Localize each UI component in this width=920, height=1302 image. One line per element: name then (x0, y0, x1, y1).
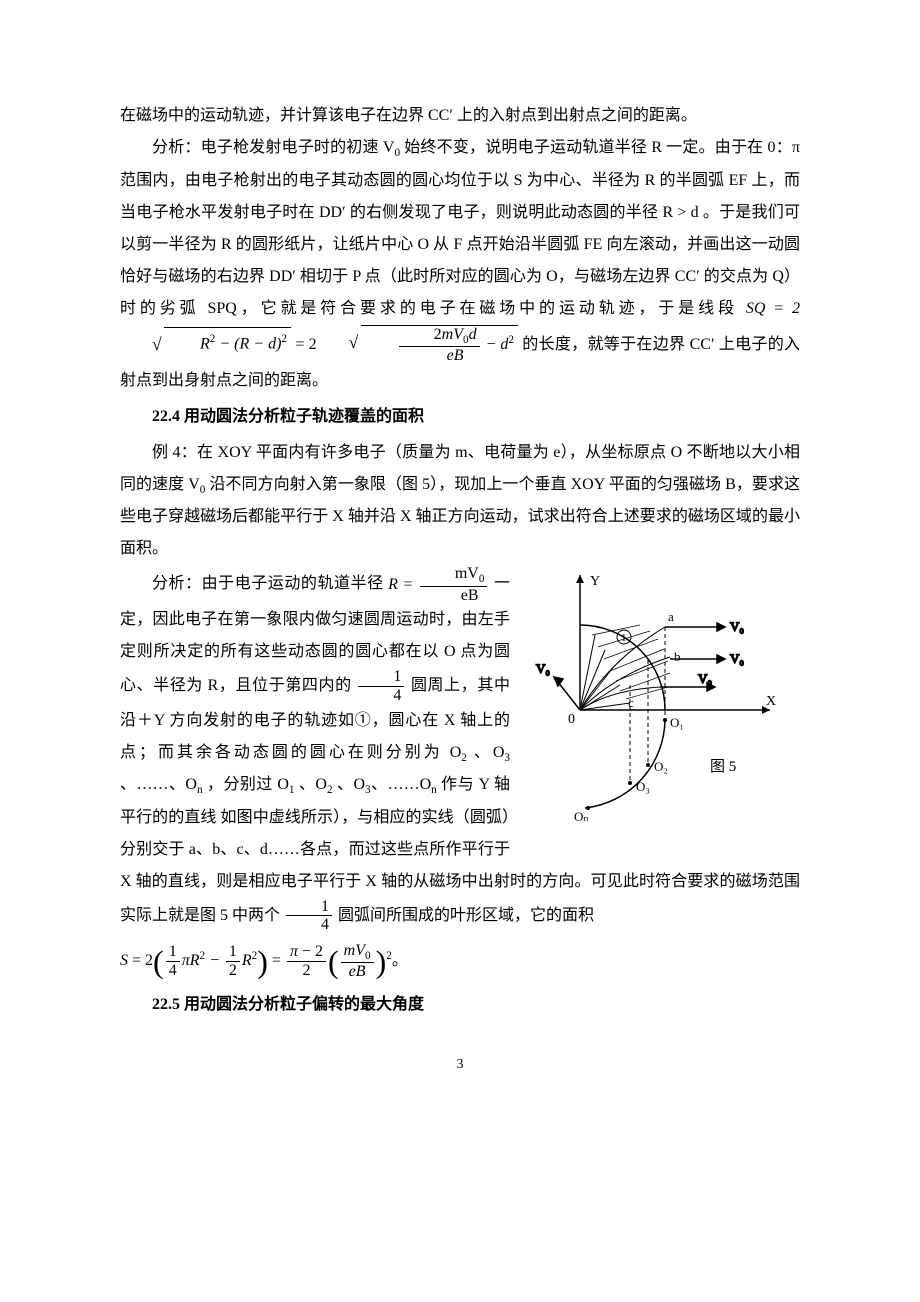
p4-d: 、O (467, 744, 505, 761)
p2-text-b: 始终不变，说明电子运动轨道半径 R 一定。由于在 0：π 范围内，由电子枪射出的… (120, 139, 800, 317)
svg-text:O₃: O₃ (636, 779, 650, 794)
page-number: 3 (120, 1051, 800, 1079)
formula-R: R = mV0eB (388, 576, 489, 593)
p4-f: ，分别过 O (203, 776, 289, 793)
svg-text:V₀: V₀ (698, 671, 712, 686)
svg-text:O₂: O₂ (654, 759, 668, 774)
p4-a: 分析：由于电子运动的轨道半径 (152, 576, 388, 593)
p4-h: 、O (333, 776, 365, 793)
sq-lhs: SQ = 2 (746, 300, 800, 317)
svg-text:Y: Y (590, 574, 600, 589)
svg-text:a: a (668, 609, 674, 624)
p2-text-a: 分析：电子枪发射电子时的初速 V (152, 139, 394, 156)
section-22-5-title: 22.5 用动圆法分析粒子偏转的最大角度 (120, 989, 800, 1021)
figure-5: Y X 0 (520, 565, 800, 837)
p4-g: 、O (294, 776, 326, 793)
p4-e: 、……、O (120, 776, 197, 793)
p4-i: 、……O (371, 776, 431, 793)
svg-text:V₀: V₀ (730, 651, 744, 666)
section-22-4-title: 22.4 用动圆法分析粒子轨迹覆盖的面积 (120, 401, 800, 433)
paragraph-2: 分析：电子枪发射电子时的初速 V0 始终不变，说明电子运动轨道半径 R 一定。由… (120, 132, 800, 397)
svg-text:0: 0 (568, 712, 575, 727)
svg-text:b: b (674, 649, 681, 664)
svg-text:图 5: 图 5 (710, 758, 736, 775)
svg-text:1: 1 (621, 632, 627, 644)
svg-text:V₀: V₀ (730, 619, 744, 634)
formula-S: S = 2(14πR2 − 12R2) = π − 22(mV0eB)2。 (120, 942, 800, 981)
paragraph-3: 例 4：在 XOY 平面内有许多电子（质量为 m、电荷量为 e），从坐标原点 O… (120, 437, 800, 566)
paragraph-1: 在磁场中的运动轨迹，并计算该电子在边界 CC′ 上的入射点到出射点之间的距离。 (120, 100, 800, 132)
svg-text:O₁: O₁ (670, 715, 684, 730)
svg-text:V₀: V₀ (536, 661, 550, 676)
svg-text:Oₙ: Oₙ (574, 809, 589, 824)
svg-text:c: c (628, 695, 634, 710)
svg-text:X: X (766, 694, 776, 709)
p3-text-b: 沿不同方向射入第一象限（图 5），现加上一个垂直 XOY 平面的匀强磁场 B，要… (120, 476, 800, 558)
figure-5-svg: Y X 0 (520, 565, 780, 825)
p4-k: 圆弧间所围成的叶形区域，它的面积 (334, 907, 594, 924)
